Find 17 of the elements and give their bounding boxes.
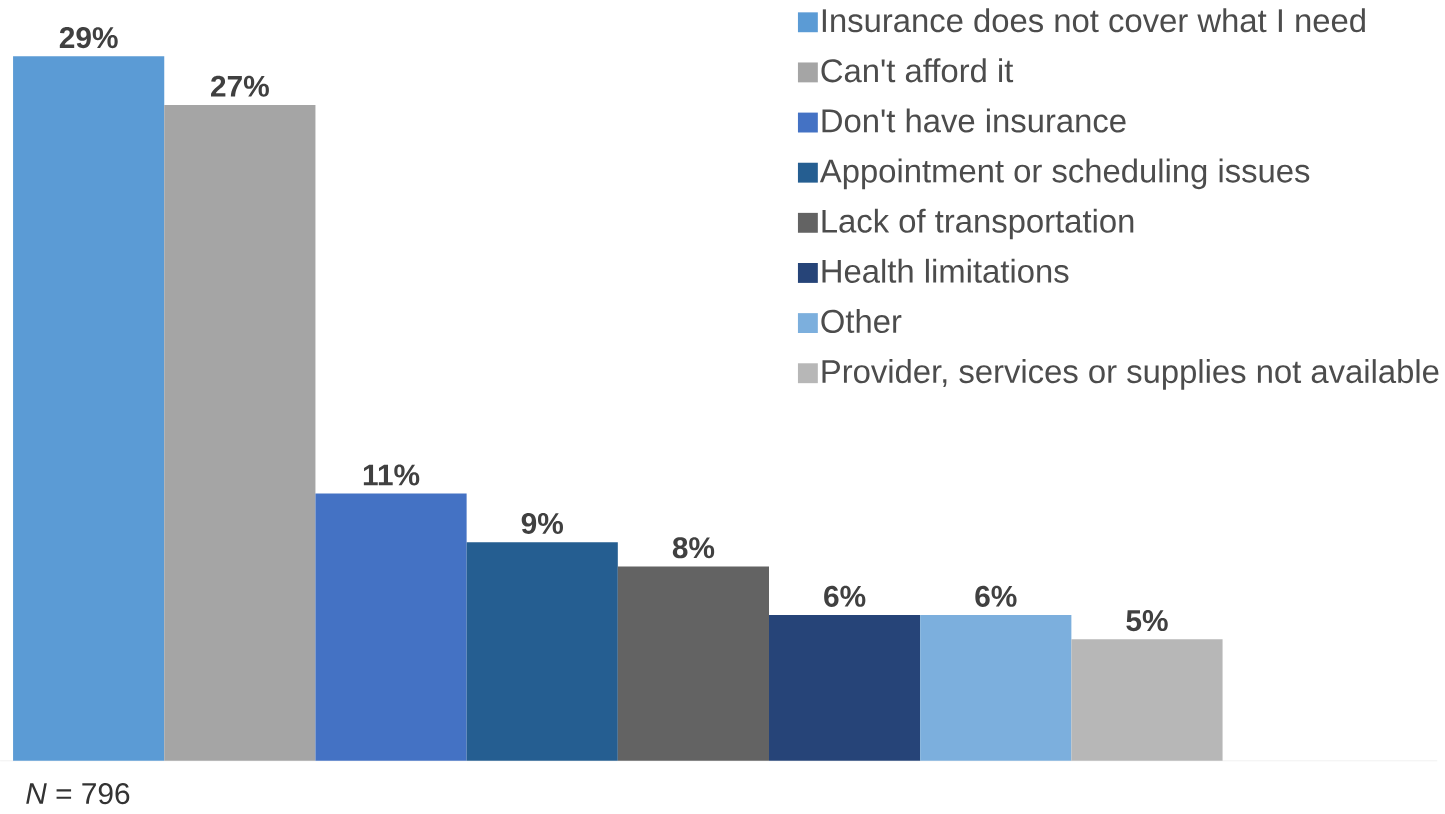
legend-label: Don't have insurance xyxy=(822,108,1126,133)
data-label: 8% xyxy=(672,537,715,559)
legend-label: Insurance does not cover what I need xyxy=(822,8,1365,33)
data-label: 5% xyxy=(1126,610,1168,632)
legend-label: Provider, services or supplies not available xyxy=(822,359,1439,390)
data-label: 29% xyxy=(59,27,118,49)
data-label: 6% xyxy=(824,585,866,607)
legend-label: Other xyxy=(821,308,902,334)
data-label: 6% xyxy=(975,585,1017,607)
legend-label: Lack of transportation xyxy=(822,208,1134,240)
legend-label: Can't afford it xyxy=(821,58,1014,83)
legend-label: Appointment or scheduling issues xyxy=(819,158,1310,190)
legend-label: Health limitations xyxy=(822,258,1069,283)
data-label: 27% xyxy=(211,75,269,97)
data-label: 9% xyxy=(521,512,563,534)
data-label: 11% xyxy=(363,464,420,486)
text: N = 796 xyxy=(26,782,130,805)
